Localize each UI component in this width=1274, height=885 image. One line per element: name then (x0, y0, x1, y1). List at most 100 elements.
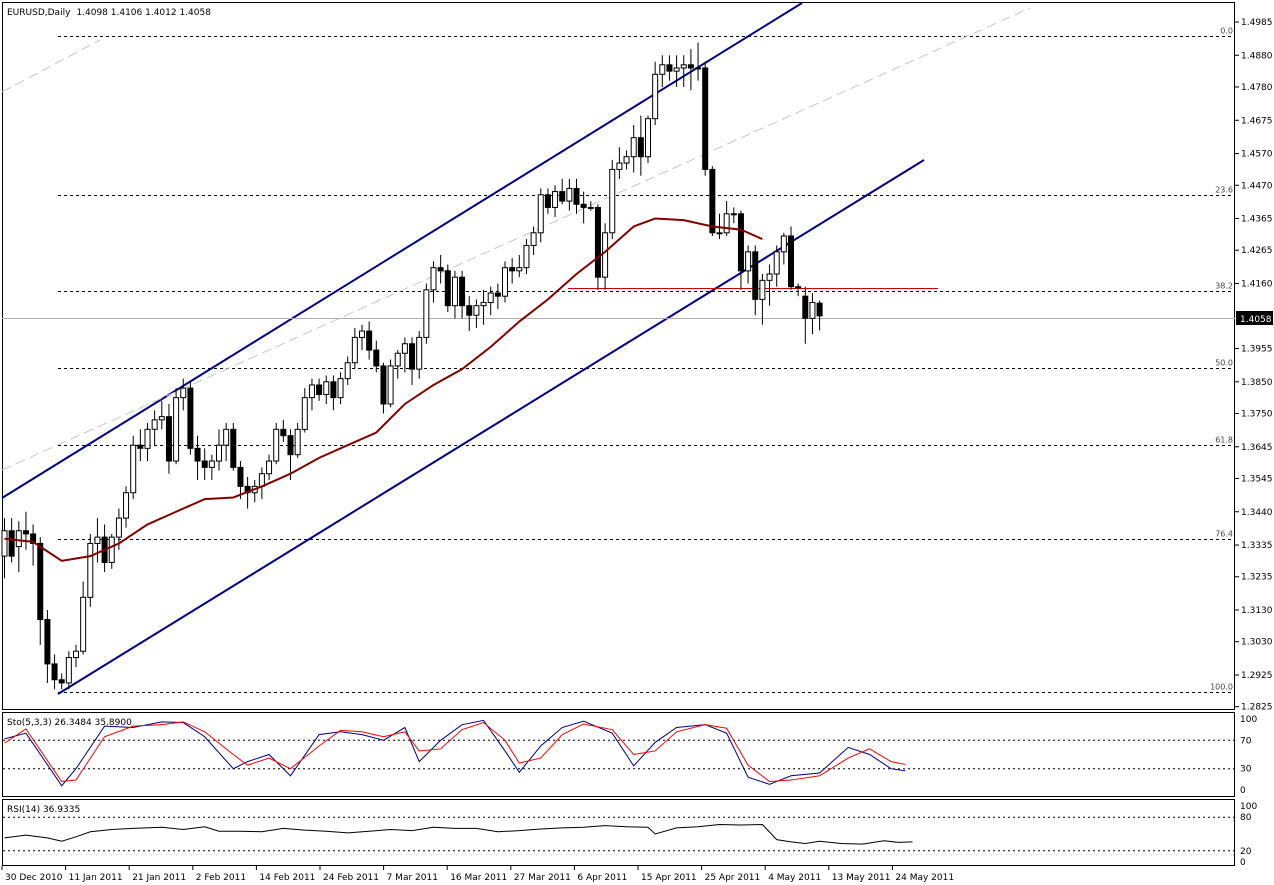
stochastic-tick-label: 30 (1240, 765, 1252, 775)
stochastic-panel-frame (2, 712, 1235, 797)
candle (759, 274, 766, 325)
candle (187, 381, 194, 455)
candle-body-down (573, 187, 580, 205)
candle-body-up (695, 67, 702, 70)
candle-body-up (359, 330, 365, 338)
candle-body-down (459, 276, 466, 307)
candle (387, 359, 394, 408)
candle (80, 581, 87, 655)
candle-body-up (723, 213, 730, 234)
date-tick-label: 14 Feb 2011 (259, 873, 315, 883)
candle-body-up (1, 530, 8, 557)
date-tick-label: 11 Jan 2011 (69, 873, 123, 883)
candle (165, 403, 172, 474)
candle-body-down (666, 64, 673, 72)
candle (509, 258, 516, 284)
candle-body-up (430, 267, 437, 291)
candle (523, 239, 530, 275)
candle (587, 201, 594, 211)
candle-body-up (795, 286, 802, 289)
price-tick-label: 1.3545 (1241, 474, 1273, 484)
candle-body-up (180, 387, 187, 399)
trend-channel (1, 2, 1235, 695)
candle-body-down (30, 533, 37, 544)
main-panel-frame (2, 2, 1235, 710)
candle-body-up (423, 289, 430, 338)
candle-body-up (416, 336, 423, 370)
candle-body-down (373, 349, 380, 367)
candle (208, 454, 215, 481)
candle-body-up (516, 267, 523, 272)
price-axis: 1.4985 1.4880 1.4780 1.4675 1.4570 1.4470 1.43… (1235, 18, 1273, 713)
candle-body-up (630, 137, 637, 158)
candle (451, 270, 458, 319)
date-tick-label: 6 Apr 2011 (577, 873, 627, 883)
candle-body-up (123, 492, 130, 519)
date-tick-label: 15 Apr 2011 (641, 873, 697, 883)
candle (301, 388, 308, 433)
candle (330, 375, 337, 411)
candle (308, 378, 315, 411)
channel-lower-line (57, 159, 925, 695)
candle-body-up (294, 428, 301, 456)
fib-level-label: 61.8 (1215, 436, 1233, 445)
candle-body-up (759, 279, 766, 300)
candle-body-up (673, 67, 680, 72)
current-price-box (1236, 311, 1273, 325)
candle (637, 115, 644, 176)
candle-body-up (487, 292, 494, 304)
candle-body-up (144, 428, 151, 449)
candle-body-up (451, 276, 458, 307)
candle (44, 610, 51, 683)
candle-body-down (444, 270, 451, 307)
stochastic-tick-label: 0 (1240, 786, 1246, 796)
candle-body-up (65, 657, 72, 684)
candle-body-up (530, 232, 537, 246)
candle-body-up (680, 64, 687, 69)
price-tick-label: 1.4470 (1241, 181, 1273, 191)
stochastic-oscillator: 100 70 30 0 (3, 715, 1257, 796)
candle-body-down (22, 530, 29, 535)
candle (287, 429, 294, 481)
candle (466, 296, 473, 332)
candle (30, 524, 37, 566)
candle (544, 188, 551, 214)
candle-body-up (130, 444, 137, 494)
candle (695, 42, 702, 81)
candle (652, 61, 659, 126)
candle-body-up (308, 384, 315, 399)
candle (737, 210, 744, 290)
date-tick-label: 30 Dec 2010 (5, 873, 63, 883)
candle (552, 185, 559, 217)
rsi-tick-label: 20 (1240, 847, 1252, 857)
candle-body-up (301, 397, 308, 430)
candle-body-up (266, 460, 273, 475)
candle-body-up (537, 194, 544, 234)
candle-body-up (387, 365, 394, 405)
price-tick-label: 1.3955 (1241, 345, 1273, 355)
rsi-tick-label: 100 (1240, 802, 1257, 812)
candle (323, 375, 330, 404)
current-price-label: 1.4058 (1240, 315, 1272, 325)
channel-mid-line (1, 7, 1031, 471)
candle (702, 61, 709, 176)
stochastic-label: Sto(5,3,3) 26.3484 35.8900 (7, 718, 132, 728)
candle (266, 454, 273, 481)
candle-body-down (737, 213, 744, 272)
price-tick-label: 1.2825 (1241, 703, 1273, 713)
candle-body-up (766, 273, 773, 281)
stochastic-tick-label: 100 (1240, 715, 1257, 725)
candle (144, 422, 151, 462)
candle (359, 324, 365, 351)
candle-body-up (587, 206, 594, 209)
candle-body-up (473, 305, 480, 316)
candle-body-down (316, 384, 323, 395)
candle-body-down (37, 542, 44, 621)
candle-body-up (108, 536, 115, 563)
candle-body-up (652, 73, 659, 120)
candle (294, 422, 301, 458)
candle-body-up (15, 530, 22, 548)
candle (645, 115, 651, 164)
candle-body-up (609, 168, 616, 234)
candle-body-up (502, 267, 508, 297)
